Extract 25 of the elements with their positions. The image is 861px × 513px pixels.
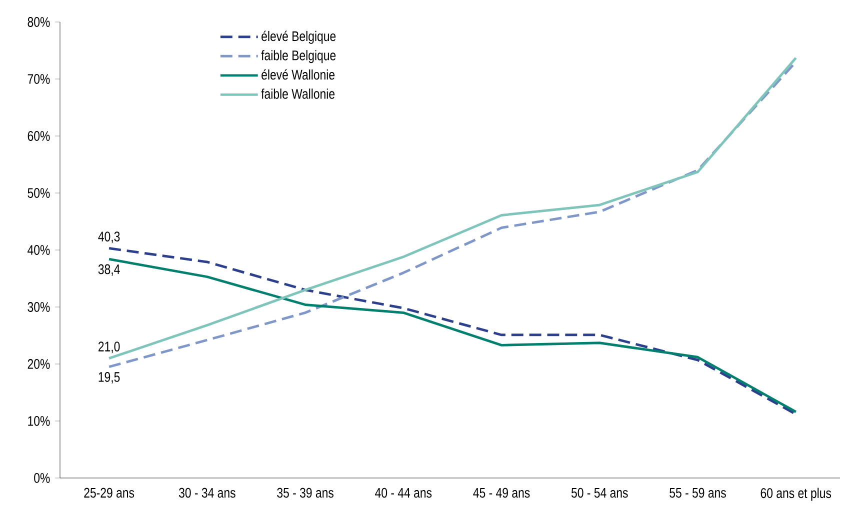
x-tick-label: 30 - 34 ans (178, 488, 236, 498)
y-tick-label: 0% (34, 473, 50, 483)
data-label: 21,0 (98, 342, 120, 354)
x-tick-label: 55 - 59 ans (670, 488, 726, 498)
legend-label: faible Wallonie (261, 88, 335, 99)
y-tick-label: 20% (28, 359, 50, 369)
legend-label: faible Belgique (261, 50, 336, 64)
y-tick-label: 10% (28, 416, 50, 426)
x-tick-label: 35 - 39 ans (277, 488, 334, 498)
x-tick-label: 40 - 44 ans (375, 488, 432, 498)
x-tick-label: 50 - 54 ans (571, 488, 628, 498)
x-tick-label: 25-29 ans (84, 488, 134, 498)
x-tick-label: 60 ans et plus (760, 488, 832, 501)
legend-label: élevé Wallonie (262, 69, 335, 80)
legend-label: élevé Belgique (262, 30, 336, 44)
y-tick-label: 70% (28, 74, 50, 84)
y-tick-label: 40% (28, 245, 50, 255)
data-label: 40,3 (98, 232, 120, 244)
y-tick-label: 30% (28, 302, 50, 312)
data-label: 19,5 (98, 372, 120, 384)
x-tick-label: 45 - 49 ans (473, 488, 530, 498)
y-tick-label: 50% (28, 188, 50, 198)
data-label: 38,4 (98, 264, 120, 276)
y-tick-label: 60% (28, 131, 50, 141)
y-tick-label: 80% (28, 17, 50, 27)
